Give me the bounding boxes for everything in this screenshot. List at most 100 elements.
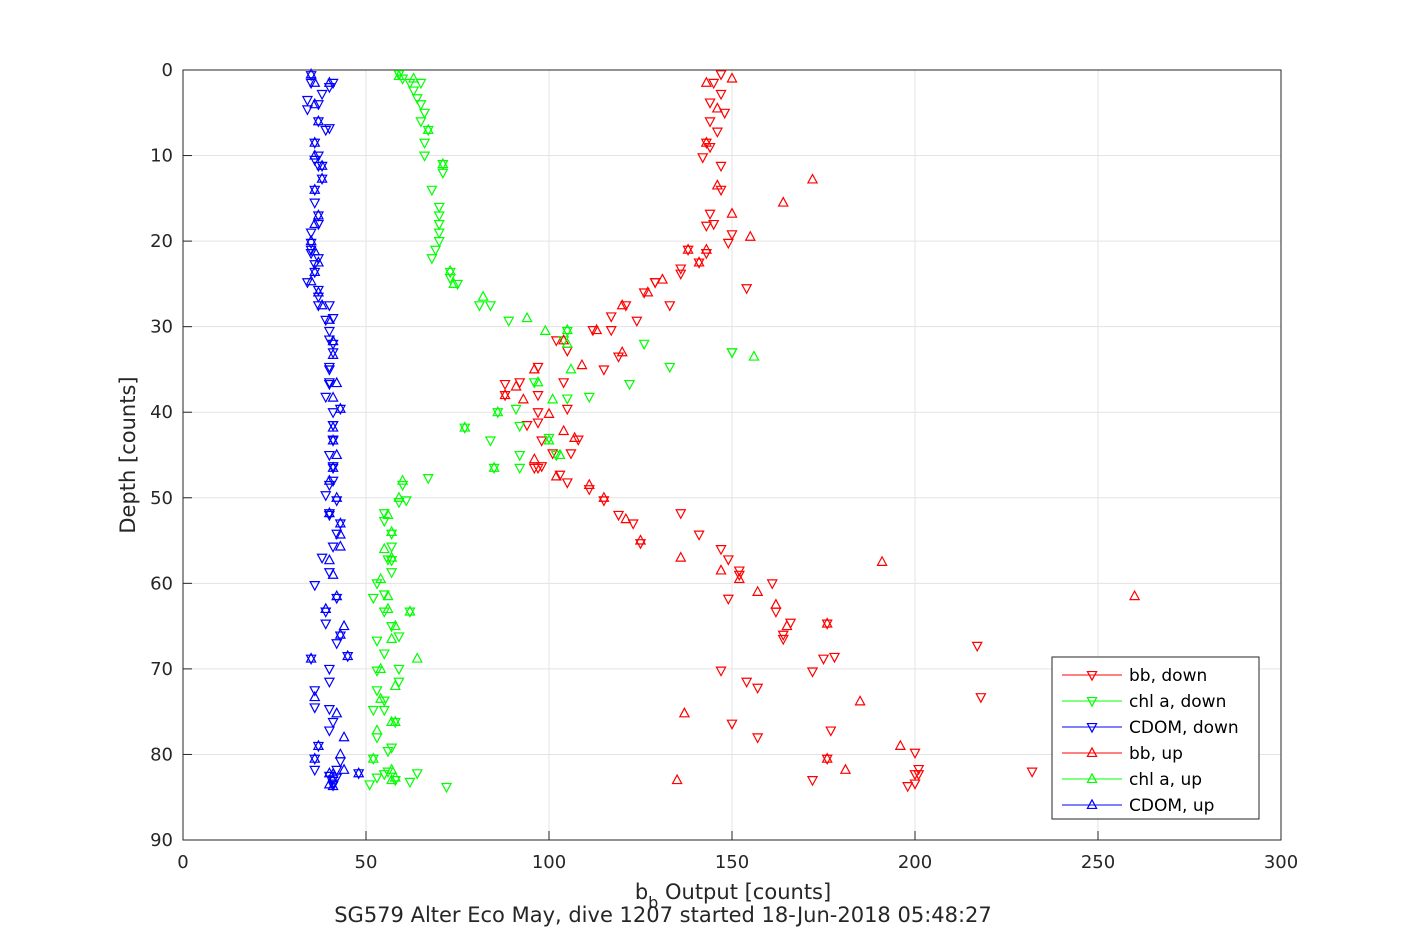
data-point <box>664 301 676 312</box>
data-point <box>561 394 573 405</box>
data-point <box>316 89 328 101</box>
data-point <box>334 628 346 639</box>
data-point <box>675 509 687 520</box>
data-point <box>510 404 522 416</box>
data-point <box>975 693 987 704</box>
data-point <box>331 773 343 784</box>
data-point <box>433 202 445 214</box>
data-point <box>386 773 398 785</box>
data-point <box>422 474 434 485</box>
data-point <box>378 649 390 660</box>
data-point <box>821 752 833 763</box>
data-point <box>309 754 321 766</box>
legend-entry: bb, up <box>1062 744 1183 764</box>
data-point <box>323 664 336 676</box>
data-point <box>715 666 727 677</box>
data-point <box>532 418 544 429</box>
data-point <box>700 243 712 254</box>
data-point <box>752 683 764 695</box>
data-point <box>700 76 712 87</box>
data-point <box>433 219 445 231</box>
data-point <box>1026 767 1038 778</box>
data-point <box>305 249 317 260</box>
data-point <box>371 773 383 784</box>
data-point <box>331 593 343 605</box>
data-point <box>323 510 336 522</box>
data-point <box>521 311 533 323</box>
data-point <box>784 618 797 630</box>
data-point <box>806 173 819 184</box>
data-point <box>561 326 573 338</box>
y-tick-label: 30 <box>150 317 173 338</box>
data-point <box>323 474 336 485</box>
data-point <box>715 564 727 575</box>
data-point <box>913 764 925 776</box>
data-point <box>386 529 398 541</box>
data-point <box>312 161 325 173</box>
legend-label: chl a, up <box>1129 770 1202 790</box>
data-point <box>305 234 317 246</box>
data-point <box>378 705 390 717</box>
data-markers <box>301 67 1141 794</box>
data-point <box>704 209 716 221</box>
data-point <box>752 585 764 596</box>
legend-label: bb, up <box>1129 744 1183 764</box>
data-point <box>517 393 529 404</box>
data-point <box>781 619 793 631</box>
data-point <box>638 288 650 299</box>
data-point <box>382 602 394 614</box>
data-point <box>327 348 339 359</box>
data-point <box>499 388 511 400</box>
data-point <box>404 605 416 616</box>
data-point <box>404 607 416 618</box>
data-point <box>433 211 445 222</box>
data-point <box>309 245 321 256</box>
data-point <box>367 705 379 717</box>
data-point <box>305 245 317 256</box>
data-point <box>386 542 398 553</box>
data-point <box>301 95 314 107</box>
data-point <box>598 491 610 502</box>
data-point <box>323 326 336 338</box>
data-point <box>484 301 497 312</box>
data-point <box>323 124 336 135</box>
x-axis-label-main: b <box>635 880 648 904</box>
data-point <box>312 292 325 304</box>
data-point <box>700 249 712 260</box>
data-point <box>766 579 778 590</box>
data-point <box>375 572 387 584</box>
data-point <box>327 767 339 779</box>
x-tick-label: 300 <box>1264 852 1298 873</box>
data-point <box>876 555 888 566</box>
data-point <box>484 436 497 447</box>
data-point <box>327 779 339 791</box>
legend-marker <box>1086 746 1098 758</box>
data-point <box>605 326 617 337</box>
data-point <box>682 243 694 254</box>
data-point <box>733 572 745 584</box>
data-point <box>543 434 555 445</box>
data-point <box>451 279 464 291</box>
data-point <box>312 219 325 231</box>
data-point <box>309 198 321 209</box>
data-point <box>558 424 570 436</box>
data-point <box>569 431 581 442</box>
data-point <box>528 378 540 389</box>
data-point <box>309 267 321 279</box>
data-point <box>528 452 540 464</box>
data-point <box>320 315 332 327</box>
data-point <box>338 619 350 631</box>
data-point <box>477 290 489 301</box>
data-point <box>561 404 573 416</box>
data-point <box>327 391 339 402</box>
data-point <box>752 733 764 744</box>
data-point <box>378 542 390 554</box>
data-point <box>616 346 628 357</box>
data-point <box>331 529 343 541</box>
axis-ticks: 0 50 100 150 200 250 300 0 10 20 30 40 50 60 70 80 90 <box>150 60 1298 873</box>
legend-entry: CDOM, up <box>1062 796 1214 816</box>
data-point <box>389 619 401 631</box>
data-point <box>323 766 336 778</box>
data-point <box>411 94 423 105</box>
data-point <box>598 365 610 376</box>
